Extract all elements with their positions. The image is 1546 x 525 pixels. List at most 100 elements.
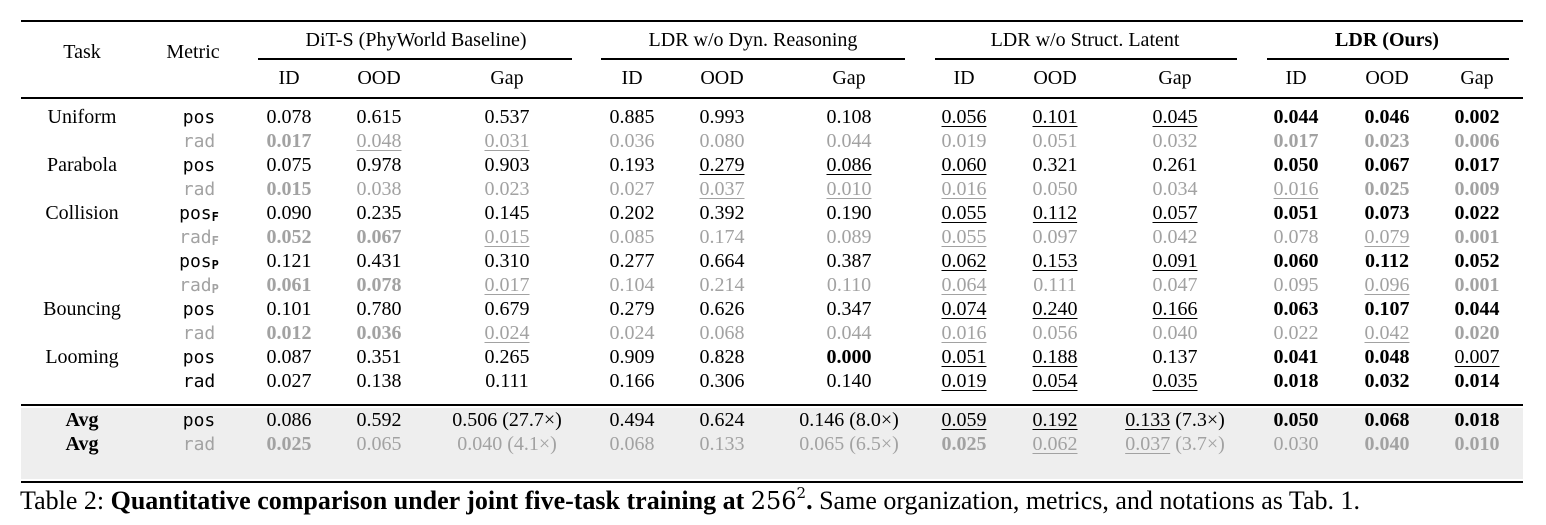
cell-value: 0.036 xyxy=(356,322,402,344)
table-cell: 0.063 xyxy=(1274,298,1319,320)
header-group-no-dyn: LDR w/o Dyn. Reasoning xyxy=(648,29,858,51)
table-caption: Table 2: Quantitative comparison under j… xyxy=(20,477,1360,517)
cell-value: 0.051 xyxy=(1032,130,1078,152)
metric-label: rad xyxy=(183,131,216,153)
metric-subscript: P xyxy=(211,282,219,296)
cell-value: 0.023 xyxy=(1364,130,1410,152)
table-cell: 0.431 xyxy=(357,250,402,272)
cell-value: 0.140 xyxy=(826,370,872,392)
cell-value: 0.062 xyxy=(941,250,987,272)
table-cell: 0.993 xyxy=(700,106,745,128)
table-cell: 0.188 xyxy=(1033,346,1078,368)
cell-value: 0.038 xyxy=(356,178,402,200)
table-cell: 0.055 xyxy=(942,226,987,248)
subheader-id: ID xyxy=(278,67,300,89)
cell-value: 0.347 xyxy=(826,298,872,320)
caption-math-sup: 2 xyxy=(796,484,807,502)
metric-name: pos xyxy=(182,347,216,368)
table-cell: 0.017 xyxy=(1274,130,1319,152)
cell-value: 0.679 xyxy=(484,298,530,320)
cell-value: 0.065 xyxy=(799,433,845,455)
table-cell: 0.051 xyxy=(942,346,987,368)
table-cell: 0.050 xyxy=(1274,154,1319,176)
subheader-gap: Gap xyxy=(490,67,524,89)
cell-value: 0.277 xyxy=(609,250,655,272)
table-cell: 0.111 xyxy=(485,370,529,392)
table-cell: 0.086 xyxy=(267,409,312,431)
group-rule-ldr xyxy=(1267,58,1509,60)
table-cell: 0.351 xyxy=(357,346,402,368)
metric-label: rad xyxy=(183,434,216,456)
table-cell: 0.018 xyxy=(1274,370,1319,392)
caption-math: 2562 xyxy=(751,484,807,515)
table-cell: 0.017 xyxy=(267,130,312,152)
table-cell: 0.091 xyxy=(1153,250,1198,272)
gap-ratio: (8.0×) xyxy=(849,409,899,431)
cell-value: 0.015 xyxy=(266,178,312,200)
table-cell: 0.506 (27.7×) xyxy=(452,409,562,431)
cell-value: 0.664 xyxy=(699,250,745,272)
table-cell: 0.073 xyxy=(1365,202,1410,224)
table-cell: 0.615 xyxy=(357,106,402,128)
table-cell: 0.095 xyxy=(1274,274,1319,296)
cell-value: 0.073 xyxy=(1364,202,1410,224)
cell-value: 0.078 xyxy=(1273,226,1319,248)
table-cell: 0.001 xyxy=(1455,226,1500,248)
table-cell: 0.192 xyxy=(1033,409,1078,431)
cell-value: 0.034 xyxy=(1152,178,1198,200)
table-cell: 0.024 xyxy=(485,322,530,344)
cell-value: 0.050 xyxy=(1273,154,1319,176)
table-cell: 0.038 xyxy=(357,178,402,200)
cell-value: 0.012 xyxy=(266,322,312,344)
cell-value: 0.096 xyxy=(1364,274,1410,296)
cell-value: 0.022 xyxy=(1454,202,1500,224)
cell-value: 0.086 xyxy=(266,409,312,431)
cell-value: 0.017 xyxy=(1273,130,1319,152)
caption-title-end: . xyxy=(806,486,813,515)
cell-value: 0.080 xyxy=(699,130,745,152)
table-cell: 0.121 xyxy=(267,250,312,272)
cell-value: 0.089 xyxy=(826,226,872,248)
table-cell: 0.780 xyxy=(357,298,402,320)
table-cell: 0.020 xyxy=(1455,322,1500,344)
table-cell: 0.009 xyxy=(1455,178,1500,200)
table-cell: 0.090 xyxy=(267,202,312,224)
table-cell: 0.040 (4.1×) xyxy=(457,433,557,455)
table-cell: 0.347 xyxy=(827,298,872,320)
cell-value: 0.494 xyxy=(609,409,655,431)
metric-name: pos xyxy=(179,203,212,224)
table-cell: 0.018 xyxy=(1455,409,1500,431)
header-metric: Metric xyxy=(166,41,220,63)
cell-value: 0.025 xyxy=(1364,178,1410,200)
top-rule xyxy=(21,20,1523,22)
table-cell: 0.277 xyxy=(610,250,655,272)
cell-value: 0.000 xyxy=(826,346,872,368)
cell-value: 0.051 xyxy=(1273,202,1319,224)
table-cell: 0.042 xyxy=(1365,322,1410,344)
caption-rest: Same organization, metrics, and notation… xyxy=(812,486,1361,515)
cell-value: 0.055 xyxy=(941,202,987,224)
metric-name: pos xyxy=(182,155,216,176)
cell-value: 0.506 xyxy=(452,409,498,431)
cell-value: 0.112 xyxy=(1032,202,1078,224)
table-cell: 0.027 xyxy=(267,370,312,392)
table-cell: 0.035 xyxy=(1153,370,1198,392)
cell-value: 0.064 xyxy=(941,274,987,296)
table-cell: 0.010 xyxy=(1455,433,1500,455)
table-cell: 0.885 xyxy=(610,106,655,128)
cell-value: 0.016 xyxy=(941,322,987,344)
cell-value: 0.045 xyxy=(1152,106,1198,128)
table-cell: 0.494 xyxy=(610,409,655,431)
table-cell: 0.045 xyxy=(1153,106,1198,128)
cell-value: 0.310 xyxy=(484,250,530,272)
table-cell: 0.030 xyxy=(1274,433,1319,455)
cell-value: 0.031 xyxy=(484,130,530,152)
cell-value: 0.108 xyxy=(826,106,872,128)
gap-ratio: (7.3×) xyxy=(1175,409,1225,431)
cell-value: 0.279 xyxy=(609,298,655,320)
metric-label: pos xyxy=(183,107,216,129)
table-cell: 0.001 xyxy=(1455,274,1500,296)
cell-value: 0.037 xyxy=(1125,433,1171,455)
cell-value: 0.075 xyxy=(266,154,312,176)
cell-value: 0.104 xyxy=(609,274,655,296)
